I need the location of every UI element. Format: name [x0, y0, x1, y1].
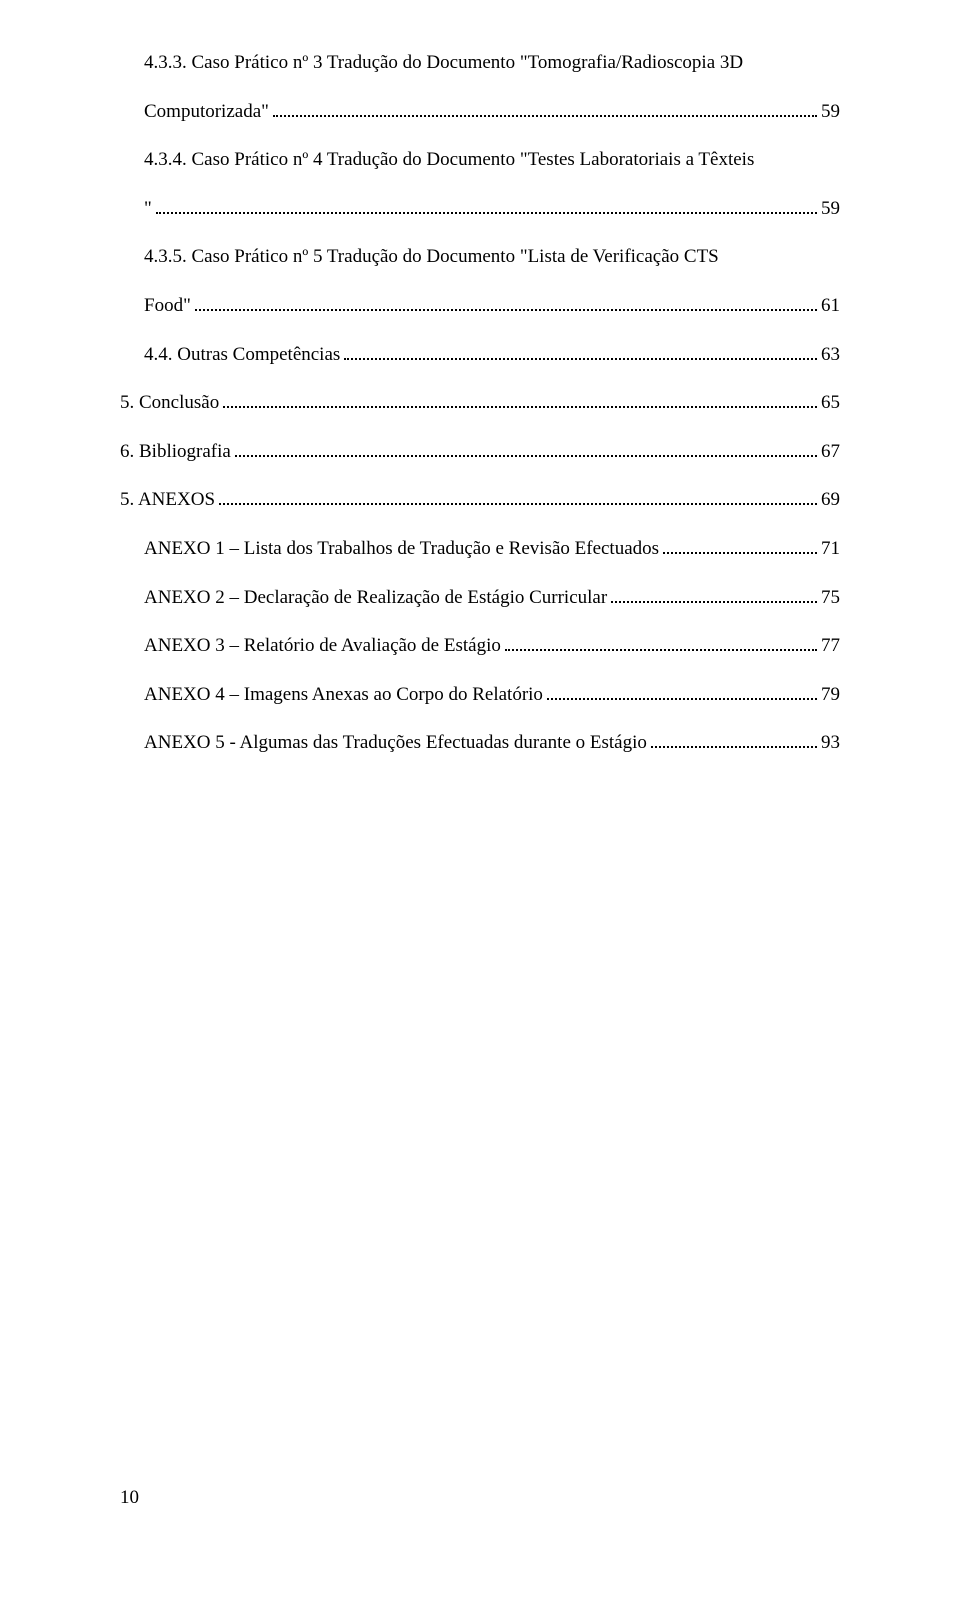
toc-dot-leader: [219, 503, 817, 505]
toc-label: ANEXO 4 – Imagens Anexas ao Corpo do Rel…: [144, 682, 543, 709]
toc-page-number: 59: [821, 99, 840, 126]
toc-dot-leader: [344, 358, 817, 360]
toc-page-number: 75: [821, 585, 840, 612]
toc-entry: 4.3.5. Caso Prático nº 5 Tradução do Doc…: [120, 244, 840, 319]
toc-label: 4.4. Outras Competências: [144, 342, 340, 369]
toc-dot-leader: [547, 698, 817, 700]
toc-page-number: 61: [821, 293, 840, 320]
toc-page-number: 63: [821, 342, 840, 369]
page-content: 4.3.3. Caso Prático nº 3 Tradução do Doc…: [0, 0, 960, 757]
toc-dot-leader: [505, 649, 817, 651]
toc-dot-leader: [195, 309, 817, 311]
toc-entry: 4.3.4. Caso Prático nº 4 Tradução do Doc…: [120, 147, 840, 222]
toc-entry: 5. Conclusão 65: [120, 390, 840, 417]
toc-page-number: 71: [821, 536, 840, 563]
toc-page-number: 79: [821, 682, 840, 709]
toc-label: 5. ANEXOS: [120, 487, 215, 514]
toc-entry: ANEXO 1 – Lista dos Trabalhos de Traduçã…: [120, 536, 840, 563]
toc-page-number: 77: [821, 633, 840, 660]
table-of-contents: 4.3.3. Caso Prático nº 3 Tradução do Doc…: [120, 50, 840, 757]
toc-dot-leader: [273, 115, 817, 117]
toc-label: Food": [144, 293, 191, 320]
toc-label: 4.3.5. Caso Prático nº 5 Tradução do Doc…: [120, 244, 840, 271]
toc-page-number: 69: [821, 487, 840, 514]
toc-entry: 4.3.3. Caso Prático nº 3 Tradução do Doc…: [120, 50, 840, 125]
toc-label: 6. Bibliografia: [120, 439, 231, 466]
toc-label: ANEXO 2 – Declaração de Realização de Es…: [144, 585, 607, 612]
toc-page-number: 59: [821, 196, 840, 223]
toc-entry: ANEXO 4 – Imagens Anexas ao Corpo do Rel…: [120, 682, 840, 709]
toc-entry: 5. ANEXOS 69: [120, 487, 840, 514]
toc-line: Computorizada" 59: [120, 99, 840, 126]
toc-line: Food" 61: [120, 293, 840, 320]
toc-dot-leader: [156, 212, 817, 214]
toc-entry: ANEXO 2 – Declaração de Realização de Es…: [120, 585, 840, 612]
toc-entry: ANEXO 3 – Relatório de Avaliação de Está…: [120, 633, 840, 660]
toc-label: ANEXO 5 - Algumas das Traduções Efectuad…: [144, 730, 647, 757]
toc-label: ANEXO 1 – Lista dos Trabalhos de Traduçã…: [144, 536, 659, 563]
toc-dot-leader: [663, 552, 817, 554]
toc-page-number: 93: [821, 730, 840, 757]
toc-dot-leader: [651, 746, 817, 748]
toc-label: Computorizada": [144, 99, 269, 126]
toc-line: " 59: [120, 196, 840, 223]
toc-entry: ANEXO 5 - Algumas das Traduções Efectuad…: [120, 730, 840, 757]
toc-dot-leader: [611, 601, 817, 603]
toc-dot-leader: [223, 406, 817, 408]
toc-label: 4.3.3. Caso Prático nº 3 Tradução do Doc…: [120, 50, 840, 77]
toc-label: ": [144, 196, 152, 223]
toc-label: 5. Conclusão: [120, 390, 219, 417]
toc-entry: 6. Bibliografia 67: [120, 439, 840, 466]
page-number: 10: [120, 1487, 139, 1509]
toc-entry: 4.4. Outras Competências 63: [120, 342, 840, 369]
toc-page-number: 65: [821, 390, 840, 417]
toc-label: 4.3.4. Caso Prático nº 4 Tradução do Doc…: [120, 147, 840, 174]
toc-dot-leader: [235, 455, 817, 457]
toc-page-number: 67: [821, 439, 840, 466]
toc-label: ANEXO 3 – Relatório de Avaliação de Está…: [144, 633, 501, 660]
